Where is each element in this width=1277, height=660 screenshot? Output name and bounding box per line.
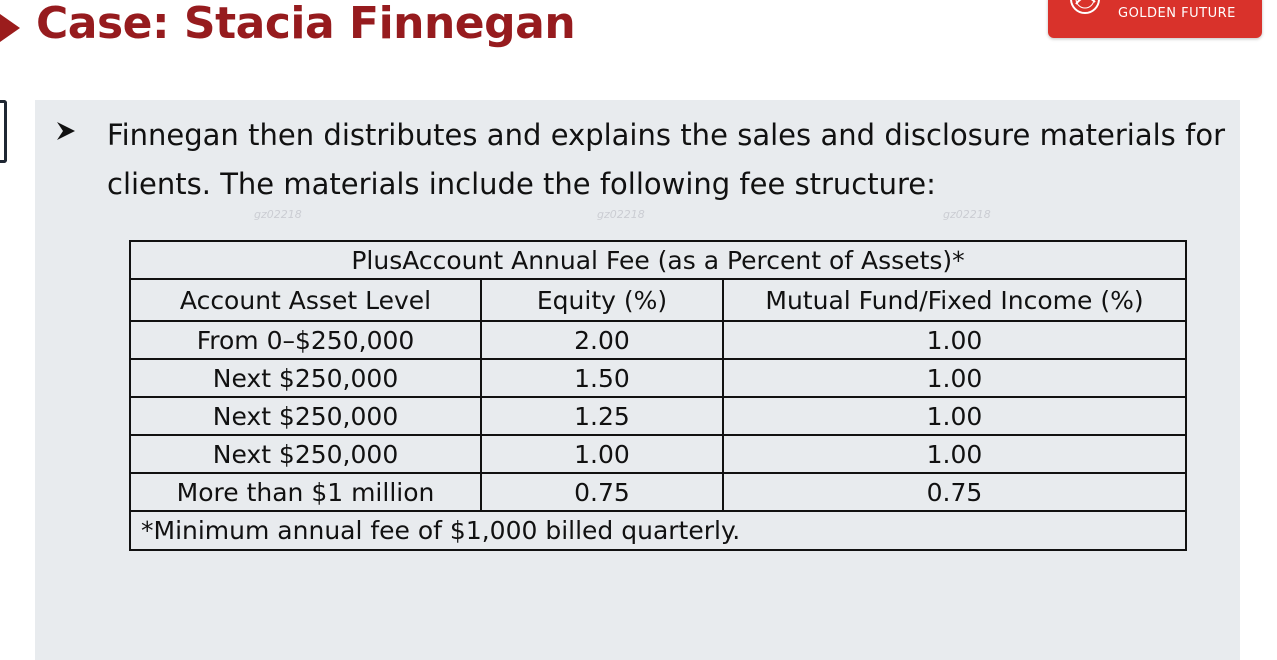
equity-fee-cell: 0.75 bbox=[480, 472, 724, 512]
watermark-text: gz02218 bbox=[254, 208, 302, 221]
title-arrow-icon bbox=[0, 14, 20, 42]
slide-title: Case: Stacia Finnegan bbox=[36, 0, 576, 49]
table-caption-row: PlusAccount Annual Fee (as a Percent of … bbox=[129, 240, 1187, 280]
mutual-fund-fee-cell: 1.00 bbox=[722, 434, 1187, 474]
column-header-asset-level: Account Asset Level bbox=[129, 278, 482, 322]
table-footnote-row: *Minimum annual fee of $1,000 billed qua… bbox=[129, 510, 1187, 551]
mutual-fund-fee-cell: 1.00 bbox=[722, 358, 1187, 398]
mutual-fund-fee-cell: 1.00 bbox=[722, 396, 1187, 436]
column-header-mutual-fund: Mutual Fund/Fixed Income (%) bbox=[722, 278, 1187, 322]
table-row: Next $250,000 1.00 1.00 bbox=[129, 434, 1187, 474]
mutual-fund-fee-cell: 0.75 bbox=[722, 472, 1187, 512]
asset-level-cell: Next $250,000 bbox=[129, 396, 482, 436]
asset-level-cell: Next $250,000 bbox=[129, 358, 482, 398]
mutual-fund-fee-cell: 1.00 bbox=[722, 320, 1187, 360]
arrowhead-bullet-icon bbox=[57, 122, 75, 140]
equity-fee-cell: 1.25 bbox=[480, 396, 724, 436]
left-edge-marker bbox=[0, 100, 7, 163]
asset-level-cell: From 0–$250,000 bbox=[129, 320, 482, 360]
table-row: More than $1 million 0.75 0.75 bbox=[129, 472, 1187, 512]
equity-fee-cell: 1.50 bbox=[480, 358, 724, 398]
table-row: Next $250,000 1.25 1.00 bbox=[129, 396, 1187, 436]
table-caption: PlusAccount Annual Fee (as a Percent of … bbox=[129, 240, 1187, 280]
bullet-text: Finnegan then distributes and explains t… bbox=[107, 118, 1225, 201]
watermark-text: gz02218 bbox=[597, 208, 645, 221]
asset-level-cell: Next $250,000 bbox=[129, 434, 482, 474]
column-header-equity: Equity (%) bbox=[480, 278, 724, 322]
equity-fee-cell: 2.00 bbox=[480, 320, 724, 360]
table-header-row: Account Asset Level Equity (%) Mutual Fu… bbox=[129, 278, 1187, 322]
logo-text: GOLDEN FUTURE bbox=[1118, 6, 1236, 21]
table-row: From 0–$250,000 2.00 1.00 bbox=[129, 320, 1187, 360]
asset-level-cell: More than $1 million bbox=[129, 472, 482, 512]
equity-fee-cell: 1.00 bbox=[480, 434, 724, 474]
watermark-text: gz02218 bbox=[943, 208, 991, 221]
table-row: Next $250,000 1.50 1.00 bbox=[129, 358, 1187, 398]
table-footnote: *Minimum annual fee of $1,000 billed qua… bbox=[129, 510, 1187, 551]
company-logo: GOLDEN FUTURE bbox=[1048, 0, 1262, 38]
fee-structure-table: PlusAccount Annual Fee (as a Percent of … bbox=[129, 240, 1187, 551]
logo-emblem-icon bbox=[1070, 0, 1100, 14]
